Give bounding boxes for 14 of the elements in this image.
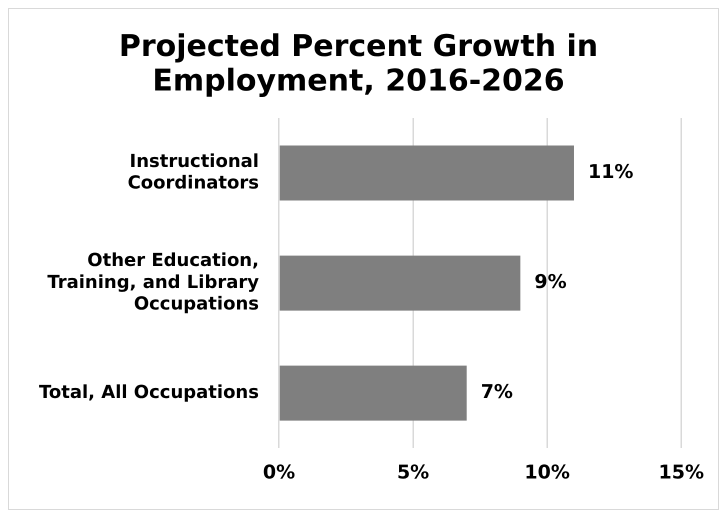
data-label: 7% bbox=[480, 381, 513, 404]
bar bbox=[280, 146, 574, 201]
y-tick-label: Instructional Coordinators bbox=[128, 150, 259, 194]
data-label: 9% bbox=[534, 271, 567, 294]
x-tick-label: 0% bbox=[262, 462, 296, 484]
bar bbox=[280, 366, 467, 421]
x-tick-label: 10% bbox=[524, 462, 570, 484]
y-tick-label: Other Education, Training, and Library Occupations bbox=[47, 250, 260, 314]
bar bbox=[280, 256, 520, 311]
chart-title: Projected Percent Growth in Employment, 2016-2026 bbox=[118, 29, 598, 99]
x-tick-label: 5% bbox=[396, 462, 430, 484]
data-label: 11% bbox=[588, 160, 634, 183]
y-tick-label: Total, All Occupations bbox=[38, 382, 259, 403]
x-tick-label: 15% bbox=[658, 462, 704, 484]
